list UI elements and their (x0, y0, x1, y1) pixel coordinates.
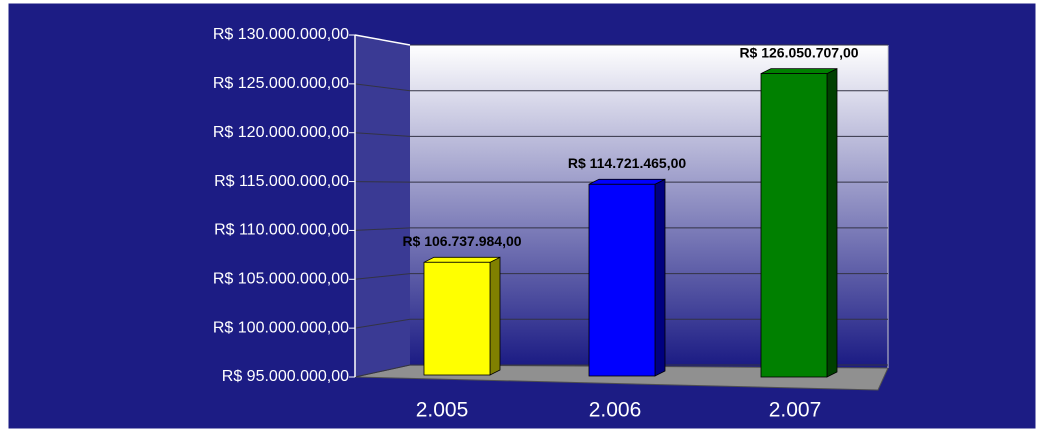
side-wall (355, 35, 410, 377)
grid-line (354, 181, 888, 183)
y-tick-label: R$ 125.000.000,00 (213, 75, 349, 92)
value-label: R$ 114.721.465,00 (568, 155, 687, 171)
grid-line (354, 364, 888, 378)
value-label: R$ 126.050.707,00 (739, 44, 858, 60)
bar (588, 183, 656, 377)
bar-top (588, 178, 666, 185)
grid-line (354, 132, 888, 137)
y-tick-label: R$ 95.000.000,00 (222, 368, 349, 385)
value-label: R$ 106.737.984,00 (402, 233, 521, 249)
y-tick-label: R$ 105.000.000,00 (213, 271, 349, 288)
grid-line (354, 227, 888, 231)
bar-top (760, 68, 838, 74)
x-tick-label: 2.005 (416, 399, 469, 422)
grid-line (354, 273, 888, 280)
y-tick-label: R$ 115.000.000,00 (214, 173, 349, 190)
bar-side (489, 256, 501, 376)
bar-side (654, 178, 666, 377)
y-tick-label: R$ 110.000.000,00 (214, 222, 349, 239)
bar-top (423, 256, 501, 263)
bar-side (826, 67, 838, 378)
y-tick-label: R$ 130.000.000,00 (213, 26, 349, 43)
y-tick-label: R$ 100.000.000,00 (213, 319, 349, 336)
bar (760, 73, 828, 378)
bar (423, 261, 491, 376)
grid-line (354, 318, 888, 329)
x-tick-label: 2.006 (589, 399, 642, 422)
grid-line (354, 83, 888, 92)
y-tick-label: R$ 120.000.000,00 (213, 124, 349, 141)
wall-top-edge (354, 34, 411, 46)
x-tick-label: 2.007 (769, 399, 822, 422)
